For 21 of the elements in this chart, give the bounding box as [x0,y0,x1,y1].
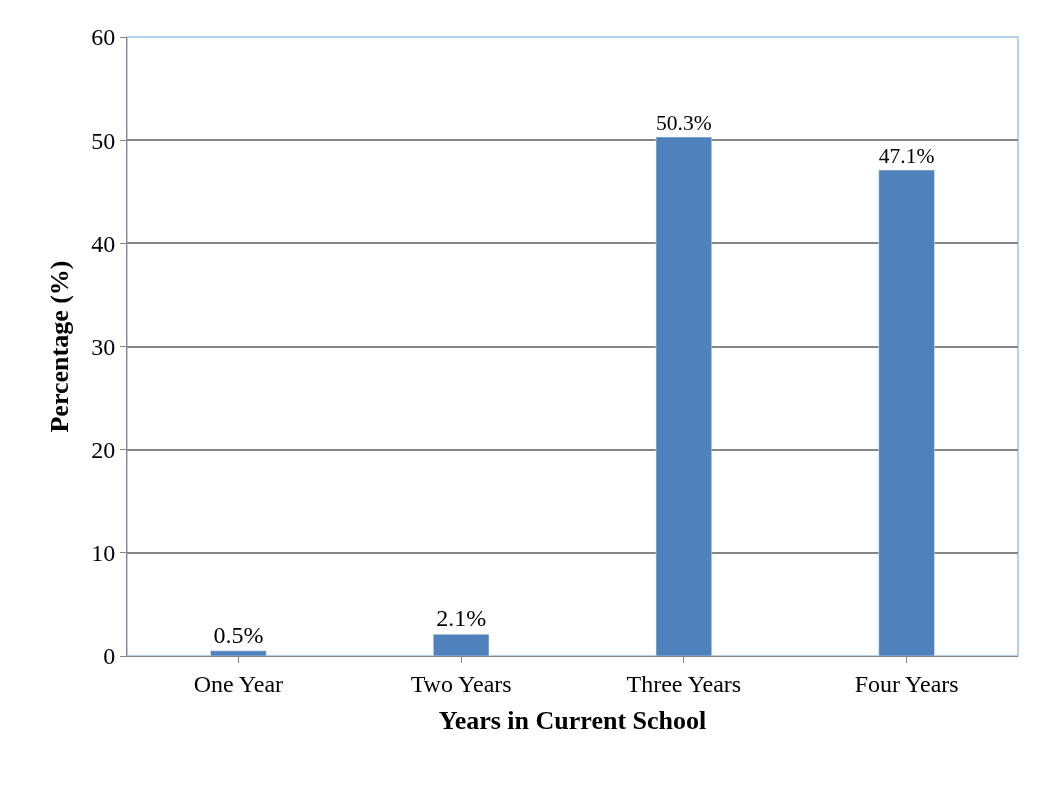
y-tick-label: 30 [91,333,116,360]
data-label: 50.3% [656,110,712,135]
bar [433,634,490,656]
x-tick-label: Three Years [626,670,742,697]
x-tick-label: Two Years [410,670,512,697]
data-label: 2.1% [436,605,487,632]
data-label: 47.1% [878,143,935,168]
y-tick-label: 10 [91,540,116,567]
data-label: 0.5% [213,621,264,648]
y-tick-label: 20 [91,437,116,464]
x-axis-title: Years in Current School [438,706,707,736]
bar [878,169,935,656]
y-tick-label: 50 [91,127,116,154]
y-tick-label: 40 [91,230,116,257]
y-tick-label: 60 [91,24,116,51]
y-axis-title: Percentage (%) [44,260,74,433]
x-tick-label: One Year [193,670,284,697]
bar [210,650,267,656]
x-tick-label: Four Years [854,670,959,697]
y-tick-label: 0 [103,643,116,670]
bar [655,136,712,656]
